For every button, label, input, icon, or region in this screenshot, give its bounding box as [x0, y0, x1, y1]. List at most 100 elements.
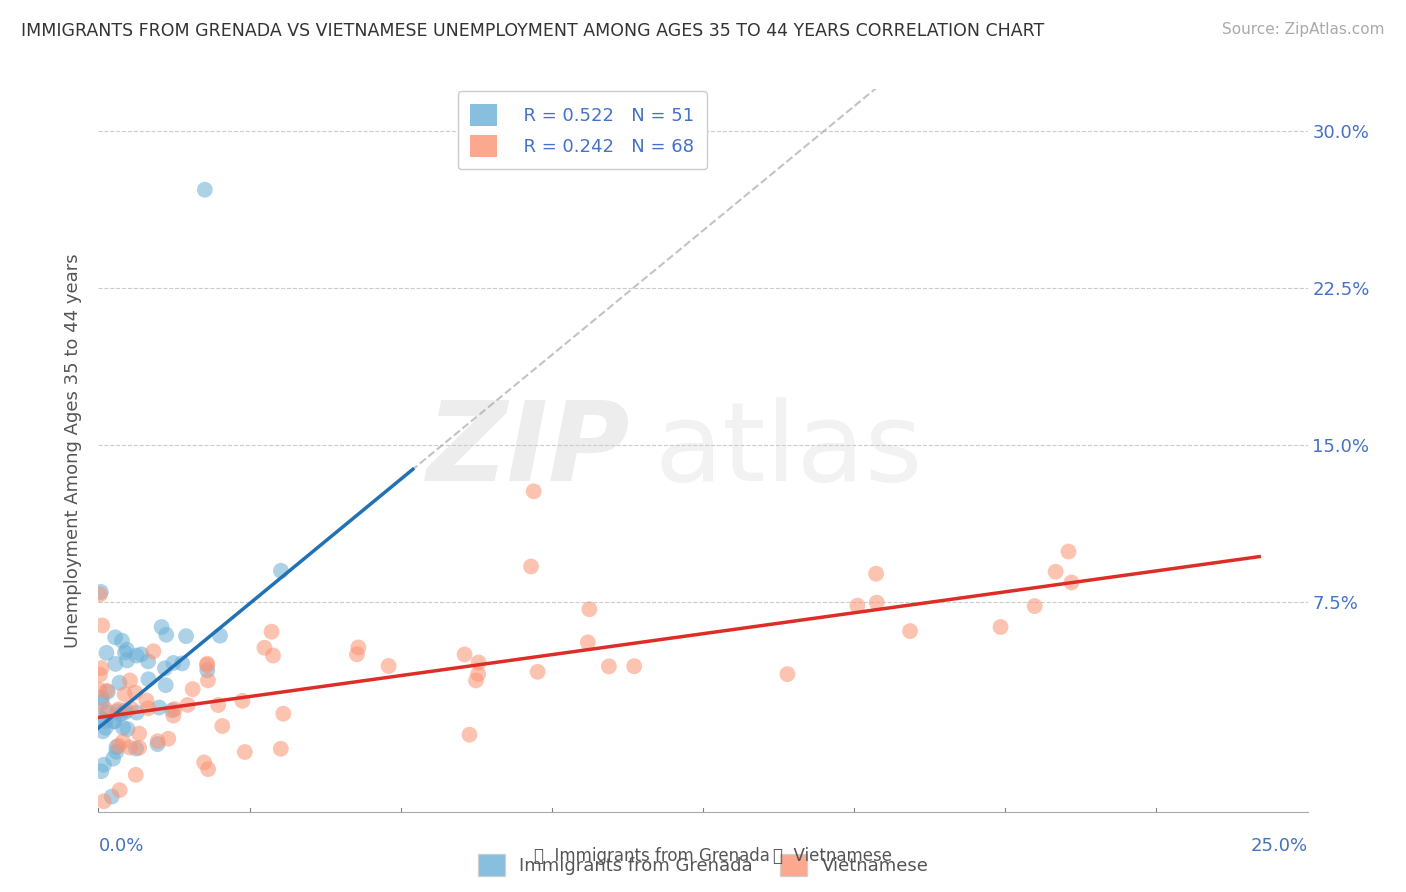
- Point: [260, 624, 283, 639]
- Point: [231, 694, 253, 708]
- Point: [150, 620, 173, 634]
- Text: 🔴  Vietnamese: 🔴 Vietnamese: [773, 847, 893, 865]
- Point: [195, 658, 218, 673]
- Point: [90, 764, 112, 779]
- Point: [114, 646, 136, 660]
- Point: [100, 789, 122, 804]
- Point: [118, 673, 141, 688]
- Point: [93, 794, 115, 808]
- Point: [523, 484, 546, 499]
- Point: [346, 647, 368, 661]
- Point: [96, 705, 118, 719]
- Point: [195, 663, 218, 677]
- Point: [576, 635, 599, 649]
- Point: [107, 739, 129, 753]
- Point: [125, 648, 148, 663]
- Point: [125, 768, 148, 782]
- Point: [253, 640, 276, 655]
- Point: [94, 721, 117, 735]
- Point: [125, 706, 148, 720]
- Point: [465, 673, 488, 688]
- Point: [108, 675, 131, 690]
- Point: [115, 642, 138, 657]
- Point: [776, 667, 799, 681]
- Point: [146, 734, 169, 748]
- Point: [270, 564, 292, 578]
- Point: [865, 566, 887, 581]
- Text: Source: ZipAtlas.com: Source: ZipAtlas.com: [1222, 22, 1385, 37]
- Text: 25.0%: 25.0%: [1250, 837, 1308, 855]
- Point: [194, 183, 217, 197]
- Point: [90, 695, 112, 709]
- Point: [94, 702, 117, 716]
- Point: [162, 656, 184, 670]
- Point: [458, 728, 481, 742]
- Legend:   R = 0.522   N = 51,   R = 0.242   N = 68: R = 0.522 N = 51, R = 0.242 N = 68: [457, 91, 707, 169]
- Point: [96, 683, 118, 698]
- Point: [1045, 565, 1067, 579]
- Point: [105, 739, 128, 754]
- Point: [172, 657, 194, 671]
- Point: [107, 702, 129, 716]
- Point: [453, 648, 475, 662]
- Point: [138, 673, 160, 687]
- Point: [131, 648, 153, 662]
- Point: [105, 745, 128, 759]
- Point: [207, 698, 229, 712]
- Point: [467, 667, 489, 681]
- Point: [103, 714, 125, 729]
- Text: 🔵  Immigrants from Grenada: 🔵 Immigrants from Grenada: [534, 847, 770, 865]
- Point: [1057, 544, 1080, 558]
- Point: [526, 665, 548, 679]
- Point: [94, 714, 117, 728]
- Point: [211, 719, 233, 733]
- Point: [112, 721, 135, 735]
- Point: [846, 599, 869, 613]
- Point: [89, 587, 111, 601]
- Point: [96, 646, 118, 660]
- Text: IMMIGRANTS FROM GRENADA VS VIETNAMESE UNEMPLOYMENT AMONG AGES 35 TO 44 YEARS COR: IMMIGRANTS FROM GRENADA VS VIETNAMESE UN…: [21, 22, 1045, 40]
- Point: [124, 685, 146, 699]
- Point: [91, 724, 114, 739]
- Point: [193, 756, 215, 770]
- Point: [262, 648, 284, 663]
- Point: [377, 659, 399, 673]
- Text: ZIP: ZIP: [427, 397, 630, 504]
- Point: [128, 740, 150, 755]
- Point: [97, 685, 120, 699]
- Point: [163, 702, 186, 716]
- Point: [115, 653, 138, 667]
- Point: [347, 640, 370, 655]
- Point: [176, 698, 198, 712]
- Point: [1060, 575, 1083, 590]
- Point: [155, 628, 177, 642]
- Point: [125, 741, 148, 756]
- Text: 0.0%: 0.0%: [98, 837, 143, 855]
- Point: [87, 682, 110, 697]
- Point: [90, 585, 112, 599]
- Point: [174, 629, 197, 643]
- Point: [89, 711, 111, 725]
- Point: [114, 703, 136, 717]
- Point: [136, 701, 159, 715]
- Point: [898, 624, 921, 638]
- Point: [128, 726, 150, 740]
- Point: [990, 620, 1012, 634]
- Point: [197, 762, 219, 776]
- Point: [578, 602, 600, 616]
- Point: [108, 783, 131, 797]
- Point: [91, 618, 114, 632]
- Point: [623, 659, 645, 673]
- Point: [520, 559, 543, 574]
- Point: [155, 678, 177, 692]
- Point: [135, 693, 157, 707]
- Point: [107, 704, 129, 718]
- Text: atlas: atlas: [655, 397, 924, 504]
- Point: [114, 687, 136, 701]
- Point: [197, 673, 219, 688]
- Point: [181, 682, 204, 697]
- Point: [101, 751, 124, 765]
- Point: [117, 722, 139, 736]
- Point: [162, 708, 184, 723]
- Point: [89, 667, 111, 681]
